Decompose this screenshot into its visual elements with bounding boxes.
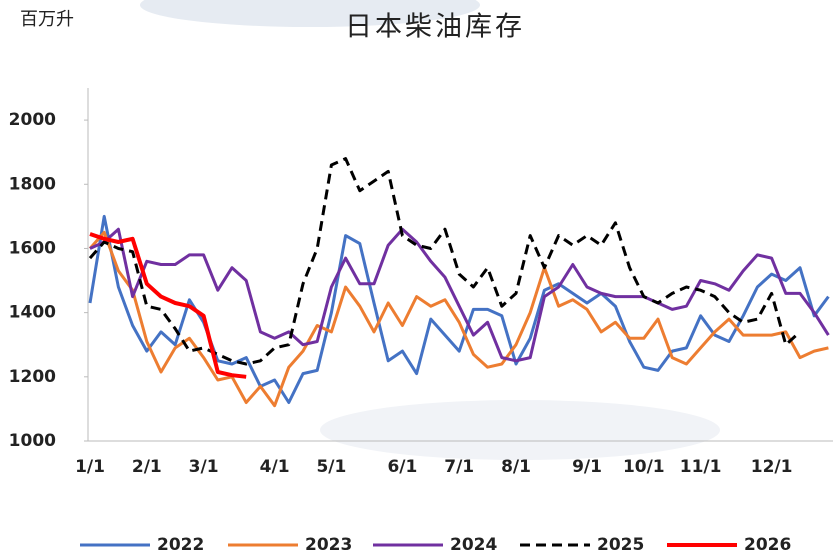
x-tick-label: 11/1: [680, 457, 722, 477]
decoration: [140, 0, 480, 27]
x-tick-label: 1/1: [75, 457, 105, 477]
series-line: [89, 227, 830, 363]
x-tick-label: 2/1: [132, 457, 162, 477]
x-tick-label: 7/1: [444, 457, 474, 477]
y-tick-label: 1800: [9, 174, 56, 194]
x-tick-label: 4/1: [260, 457, 290, 477]
x-tick-label: 12/1: [751, 457, 793, 477]
x-tick-label: 9/1: [572, 457, 602, 477]
y-tick-label: 1200: [9, 367, 56, 387]
series-line: [88, 157, 802, 366]
series-line: [89, 232, 247, 379]
legend-label: 2026: [744, 535, 791, 555]
series-line: [88, 230, 829, 408]
y-tick-label: 1000: [9, 431, 56, 451]
x-tick-label: 6/1: [387, 457, 417, 477]
x-tick-label: 3/1: [189, 457, 219, 477]
y-tick-label: 1400: [9, 303, 56, 323]
y-tick-label: 1600: [9, 238, 56, 258]
x-tick-label: 8/1: [501, 457, 531, 477]
legend-label: 2024: [450, 535, 497, 555]
chart-title: 日本柴油库存: [345, 12, 525, 43]
decoration: [320, 400, 720, 460]
legend-label: 2022: [157, 535, 204, 555]
x-tick-label: 5/1: [316, 457, 346, 477]
legend-label: 2025: [597, 535, 644, 555]
x-tick-label: 10/1: [623, 457, 665, 477]
y-axis-label: 百万升: [20, 9, 74, 30]
legend-label: 2023: [305, 535, 352, 555]
y-tick-label: 2000: [9, 110, 56, 130]
